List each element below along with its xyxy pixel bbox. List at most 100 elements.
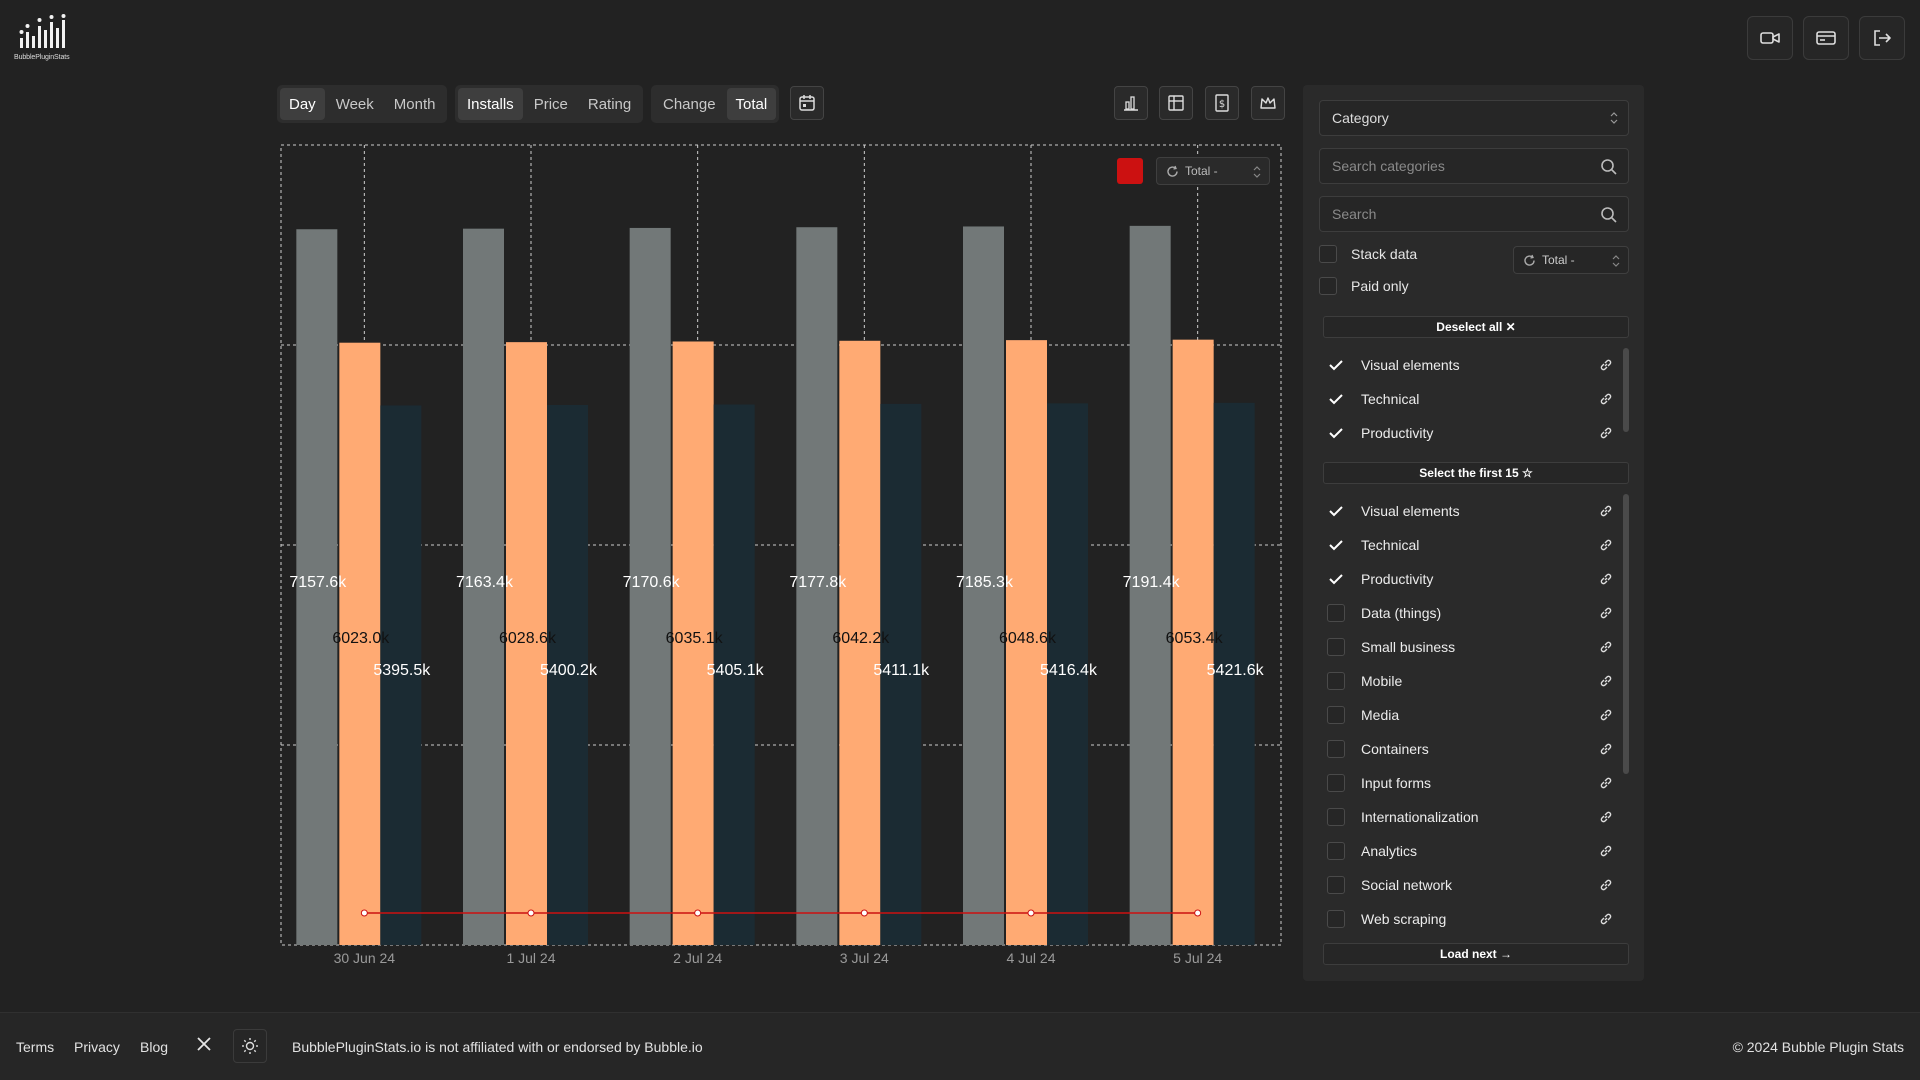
selected-category-item[interactable]: Productivity [1323, 416, 1613, 450]
x-twitter-link[interactable] [196, 1036, 212, 1057]
search-categories-input[interactable]: Search categories [1319, 148, 1629, 184]
category-link[interactable] [1599, 912, 1613, 929]
category-item[interactable]: Containers [1323, 732, 1613, 766]
checkbox-checked[interactable] [1327, 390, 1345, 408]
search-input[interactable]: Search [1319, 196, 1629, 232]
stack-total-select[interactable]: Total - [1513, 246, 1629, 274]
data-label: 7163.4k [456, 574, 514, 591]
category-item[interactable]: Internationalization [1323, 800, 1613, 834]
category-select[interactable]: Category [1319, 100, 1629, 136]
checkbox-unchecked[interactable] [1327, 706, 1345, 724]
checkbox-box[interactable] [1319, 277, 1337, 295]
period-day[interactable]: Day [280, 88, 325, 120]
checkbox-unchecked[interactable] [1327, 740, 1345, 758]
selected-category-item[interactable]: Technical [1323, 382, 1613, 416]
theme-toggle-button[interactable] [233, 1029, 267, 1063]
category-link[interactable] [1599, 640, 1613, 657]
category-item[interactable]: Web scraping [1323, 902, 1613, 936]
select-first-15-button[interactable]: Select the first 15 ☆ [1323, 462, 1629, 484]
data-label: 6042.2k [832, 630, 890, 647]
checkbox-unchecked[interactable] [1327, 672, 1345, 690]
category-item[interactable]: Small business [1323, 630, 1613, 664]
category-link[interactable] [1599, 674, 1613, 691]
category-item[interactable]: Input forms [1323, 766, 1613, 800]
stack-data-checkbox[interactable]: Stack data [1319, 243, 1417, 265]
mode-total[interactable]: Total [726, 88, 777, 120]
category-link[interactable] [1599, 538, 1613, 555]
checkbox-box[interactable] [1319, 245, 1337, 263]
checkbox-unchecked[interactable] [1327, 638, 1345, 656]
category-link[interactable] [1599, 742, 1613, 759]
checkbox-checked[interactable] [1327, 536, 1345, 554]
checkbox-unchecked[interactable] [1327, 876, 1345, 894]
terms-link[interactable]: Terms [16, 1039, 55, 1055]
data-label: 7191.4k [1123, 574, 1181, 591]
period-month[interactable]: Month [393, 95, 436, 113]
paid-only-checkbox[interactable]: Paid only [1319, 275, 1409, 297]
blog-link[interactable]: Blog [140, 1039, 169, 1055]
category-link[interactable] [1599, 426, 1613, 443]
category-link[interactable] [1599, 708, 1613, 725]
category-item[interactable]: Mobile [1323, 664, 1613, 698]
line-point [360, 909, 368, 917]
video-button[interactable] [1747, 16, 1793, 60]
category-link[interactable] [1599, 572, 1613, 589]
link-icon [1600, 573, 1612, 585]
category-link[interactable] [1599, 392, 1613, 409]
search-placeholder: Search [1332, 206, 1377, 222]
category-label: Web scraping [1361, 911, 1447, 927]
checkbox-unchecked[interactable] [1327, 842, 1345, 860]
scrollbar[interactable] [1623, 494, 1629, 774]
metric-price[interactable]: Price [533, 95, 568, 113]
x-tick-label: 3 Jul 24 [840, 950, 889, 966]
category-link[interactable] [1599, 878, 1613, 895]
category-item[interactable]: Data (things) [1323, 596, 1613, 630]
checkmark-icon [1329, 540, 1343, 551]
metric-rating[interactable]: Rating [587, 95, 632, 113]
category-item[interactable]: Social network [1323, 868, 1613, 902]
selected-category-list: Visual elements Technical Productivity [1323, 348, 1629, 452]
billing-button[interactable] [1803, 16, 1849, 60]
checkbox-unchecked[interactable] [1327, 910, 1345, 928]
category-item[interactable]: Productivity [1323, 562, 1613, 596]
category-item[interactable]: Technical [1323, 528, 1613, 562]
premium-button[interactable] [1251, 86, 1285, 120]
date-picker-button[interactable] [790, 86, 824, 120]
scrollbar[interactable] [1623, 348, 1629, 432]
category-item[interactable]: Media [1323, 698, 1613, 732]
period-week[interactable]: Week [335, 95, 374, 113]
checkbox-checked[interactable] [1327, 502, 1345, 520]
bar [796, 227, 838, 946]
checkbox-checked[interactable] [1327, 356, 1345, 374]
revenue-view-button[interactable]: $ [1205, 86, 1239, 120]
selected-category-item[interactable]: Visual elements [1323, 348, 1613, 382]
metric-installs[interactable]: Installs [458, 88, 523, 120]
bar [1006, 340, 1047, 945]
app-logo[interactable]: BubblePluginStats [14, 14, 80, 66]
bar-chart-view-button[interactable] [1114, 86, 1148, 120]
checkbox-checked[interactable] [1327, 424, 1345, 442]
checkbox-checked[interactable] [1327, 570, 1345, 588]
category-item[interactable]: Analytics [1323, 834, 1613, 868]
category-link[interactable] [1599, 776, 1613, 793]
table-view-button[interactable] [1159, 86, 1193, 120]
mode-change[interactable]: Change [663, 95, 716, 113]
load-next-button[interactable]: Load next → [1323, 943, 1629, 965]
legend-color-swatch[interactable] [1117, 158, 1143, 184]
link-icon [1600, 709, 1612, 721]
category-link[interactable] [1599, 606, 1613, 623]
logout-button[interactable] [1859, 16, 1905, 60]
checkbox-unchecked[interactable] [1327, 808, 1345, 826]
deselect-all-button[interactable]: Deselect all ✕ [1323, 316, 1629, 338]
bar-chart-icon [1124, 96, 1138, 111]
sun-icon [242, 1038, 258, 1054]
privacy-link[interactable]: Privacy [74, 1039, 120, 1055]
checkbox-unchecked[interactable] [1327, 774, 1345, 792]
category-item[interactable]: Visual elements [1323, 494, 1613, 528]
category-link[interactable] [1599, 504, 1613, 521]
category-link[interactable] [1599, 358, 1613, 375]
category-link[interactable] [1599, 810, 1613, 827]
category-link[interactable] [1599, 844, 1613, 861]
checkbox-unchecked[interactable] [1327, 604, 1345, 622]
legend-series-select[interactable]: Total - [1156, 157, 1270, 185]
